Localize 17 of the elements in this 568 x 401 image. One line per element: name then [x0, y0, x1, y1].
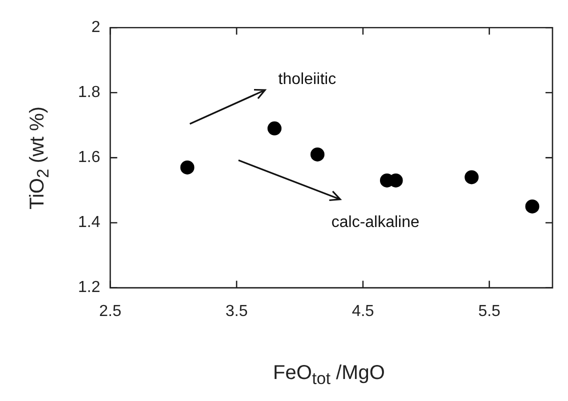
y-tick-label: 2 [91, 19, 100, 36]
y-tick-label: 1.2 [78, 279, 100, 296]
point [310, 147, 324, 162]
annotation: tholeiitic [278, 71, 336, 88]
x-tick-label: 3.5 [225, 302, 248, 320]
x-tick-label: 4.5 [352, 302, 374, 320]
x-tick-label: 5.5 [478, 302, 501, 320]
point [464, 170, 479, 184]
y-tick-label: 1.8 [78, 84, 100, 102]
point [268, 121, 282, 136]
x-tick-label: 2.5 [99, 302, 122, 320]
y-tick-label: 1.4 [78, 214, 100, 232]
point [180, 160, 194, 174]
y-tick-label: 1.6 [78, 149, 100, 166]
annotation: calc-alkaline [331, 214, 420, 232]
point [525, 199, 540, 214]
x-axis-title: FeO$_{tot}$ /MgO [272, 362, 386, 389]
